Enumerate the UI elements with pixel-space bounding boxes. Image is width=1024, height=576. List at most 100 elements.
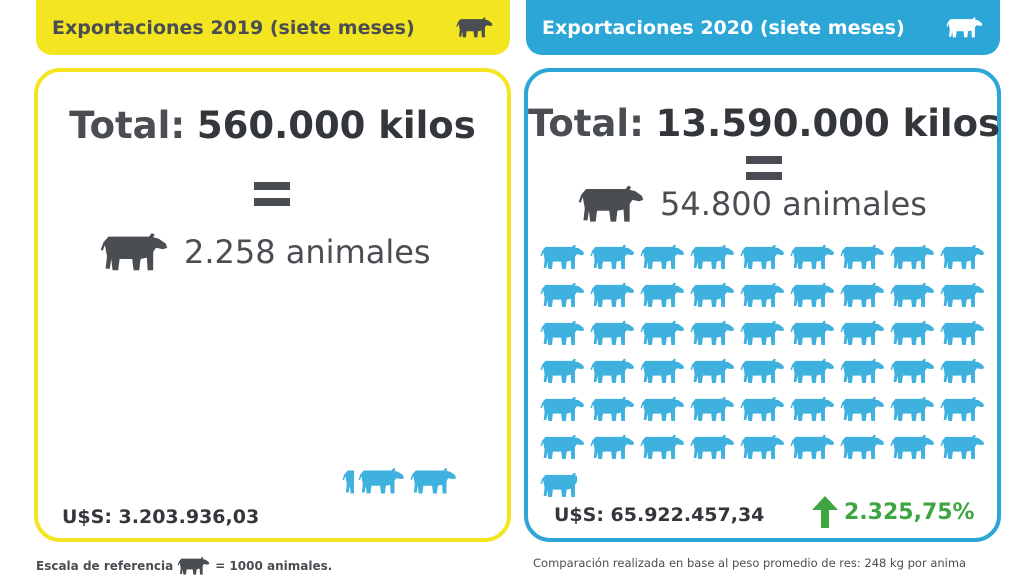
cow-icon [177,556,211,576]
cow-icon [540,432,586,462]
scale-reference: Escala de referencia = 1000 animales. [36,556,332,576]
cow-icon [540,280,586,310]
usd-value-2019: U$S: 3.203.936,03 [62,506,260,528]
pictogram-cow-2020 [790,432,836,462]
pictogram-cow-partial-2019 [342,466,354,496]
pictogram-cow-2020 [940,318,986,348]
pictogram-cow-2020 [640,318,686,348]
percent-change-value: 2.325,75% [844,499,975,525]
pictogram-cow-2020 [690,432,736,462]
pictogram-cow-2020 [890,432,936,462]
cow-icon [590,318,636,348]
pictogram-cow-2020 [840,242,886,272]
pictogram-cow-2020 [890,280,936,310]
pictogram-cow-2020 [790,318,836,348]
pictogram-cow-2020 [740,356,786,386]
total-label-2020: Total: [528,102,644,145]
cow-icon [690,280,736,310]
cow-icon [790,318,836,348]
animals-row-2019: 2.258 animales [100,230,431,274]
pictogram-cow-2020 [690,280,736,310]
usd-value-2020: U$S: 65.922.457,34 [554,504,765,526]
cow-icon [590,432,636,462]
pictogram-cow-2020 [640,394,686,424]
cow-icon [100,230,170,274]
arrow-up-icon [812,496,838,528]
cow-icon [640,280,686,310]
equals-sign-2020 [746,156,782,180]
total-label-2019: Total: [69,104,186,147]
pictogram-cow-2020 [790,394,836,424]
pictogram-cow-2020 [940,432,986,462]
panel-2019: Total: 560.000 kilos 2.258 animales U$S:… [34,68,511,542]
comparison-note: Comparación realizada en base al peso pr… [533,556,967,570]
pictogram-cow-2020 [590,280,636,310]
animals-count-2019: 2.258 animales [184,233,431,271]
cow-icon [640,318,686,348]
pictogram-cow-2020 [940,280,986,310]
header-2020: Exportaciones 2020 (siete meses) [526,0,1000,55]
total-2020: Total: 13.590.000 kilos [528,102,1000,145]
pictogram-cow-2020 [540,356,586,386]
cow-icon [410,466,458,496]
cow-icon [790,432,836,462]
pictogram-cow-2020 [790,280,836,310]
cow-icon [940,432,986,462]
pictogram-cow-2020 [540,432,586,462]
header-2019: Exportaciones 2019 (siete meses) [36,0,510,55]
cow-icon [740,318,786,348]
cow-icon [790,394,836,424]
pictogram-cow-partial-2020 [540,470,577,500]
cow-icon [740,394,786,424]
pictogram-cow-2020 [540,242,586,272]
pictogram-cow-2020 [790,356,836,386]
pictogram-cow-2020 [690,318,736,348]
cow-icon [690,318,736,348]
animals-row-2020: 54.800 animales [578,182,927,226]
pictogram-cow-2020 [690,356,736,386]
cow-icon [946,16,984,39]
cow-icon [590,356,636,386]
pictogram-cow-2020 [640,280,686,310]
cow-icon [790,280,836,310]
cow-icon [540,242,586,272]
cow-icon [890,242,936,272]
cow-icon [540,394,586,424]
cow-icon [840,356,886,386]
cow-icon [790,356,836,386]
cow-icon [940,318,986,348]
cow-icon [890,432,936,462]
cow-icon [578,182,646,226]
cow-icon [890,356,936,386]
pictogram-cow-2020 [740,280,786,310]
total-value-2019: 560.000 kilos [196,104,476,147]
cow-icon [840,242,886,272]
pictogram-cow-2020 [590,356,636,386]
pictogram-cow-2020 [740,318,786,348]
cow-icon [790,242,836,272]
cow-icon [640,242,686,272]
cow-icon [940,280,986,310]
cow-icon [456,16,494,39]
pictogram-cow-2019 [410,466,458,496]
pictogram-cow-2020 [740,432,786,462]
cow-icon [940,356,986,386]
cow-icon [940,242,986,272]
header-title-2019: Exportaciones 2019 (siete meses) [52,16,415,39]
cow-icon [590,280,636,310]
cow-icon [690,356,736,386]
cow-icon [740,242,786,272]
pictogram-cow-2020 [840,394,886,424]
pictogram-cow-2020 [640,356,686,386]
total-2019: Total: 560.000 kilos [38,104,507,147]
cow-icon [940,394,986,424]
pictogram-cow-2020 [740,242,786,272]
pictogram-cow-2020 [540,280,586,310]
pictogram-cow-2020 [940,356,986,386]
pictogram-cow-2020 [840,318,886,348]
pictogram-cow-2020 [540,318,586,348]
cow-icon [690,242,736,272]
pictogram-cow-2020 [640,242,686,272]
pictogram-cow-2020 [590,242,636,272]
cow-icon [358,466,406,496]
